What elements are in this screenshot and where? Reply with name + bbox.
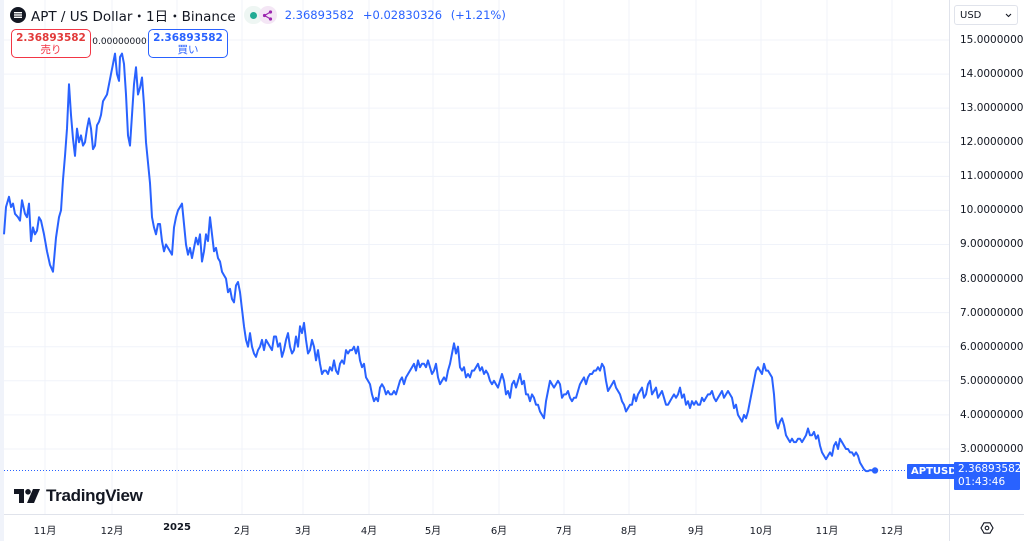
symbol-tag: APTUSD bbox=[907, 464, 961, 479]
price-chart-canvas[interactable] bbox=[0, 0, 949, 514]
time-tick-label: 4月 bbox=[360, 526, 378, 537]
price-tick-label: 9.00000000 bbox=[960, 238, 1024, 251]
price-tick-label: 6.00000000 bbox=[960, 340, 1024, 353]
time-tick-label: 11月 bbox=[815, 526, 839, 537]
time-tick-label: 5月 bbox=[424, 526, 442, 537]
aptos-logo-icon bbox=[10, 7, 26, 23]
price-axis[interactable]: 15.00000000 14.00000000 13.00000000 12.0000… bbox=[949, 0, 1024, 514]
left-border bbox=[0, 0, 4, 541]
price-tick-label: 5.00000000 bbox=[960, 374, 1024, 387]
market-open-dot-icon bbox=[249, 11, 257, 19]
symbol-title[interactable]: APT / US Dollar・1日・Binance bbox=[31, 9, 236, 25]
tradingview-logo[interactable]: TradingView bbox=[14, 486, 143, 506]
time-tick-label: 10月 bbox=[749, 526, 773, 537]
time-tick-label: 12月 bbox=[100, 526, 124, 537]
last-price-dot bbox=[871, 467, 879, 474]
spread-value: 0.00000000 bbox=[92, 37, 147, 47]
price-tick-label: 11.00000000 bbox=[960, 170, 1024, 183]
last-price-tag-value: 2.36893582 bbox=[958, 463, 1022, 475]
price-values: 2.36893582 +0.02830326 (+1.21%) bbox=[285, 8, 511, 22]
time-tick-label: 11月 bbox=[33, 526, 57, 537]
currency-selector[interactable]: USD bbox=[954, 5, 1018, 25]
symbol-legend: APT / US Dollar・1日・Binance 2.36893582 +0… bbox=[10, 5, 511, 25]
price-tick-label: 13.00000000 bbox=[960, 102, 1024, 115]
price-tick-label: 3.00000000 bbox=[960, 442, 1024, 455]
buy-price: 2.36893582 bbox=[153, 31, 223, 44]
price-tick-label: 4.00000000 bbox=[960, 408, 1024, 421]
price-tick-label: 8.00000000 bbox=[960, 272, 1024, 285]
buy-label: 買い bbox=[177, 43, 199, 56]
currency-label: USD bbox=[960, 9, 982, 21]
price-tick-label: 7.00000000 bbox=[960, 306, 1024, 319]
buy-button[interactable]: 2.36893582 買い bbox=[148, 29, 228, 58]
price-tick-label: 15.00000000 bbox=[960, 34, 1024, 46]
sell-button[interactable]: 2.36893582 売り bbox=[11, 29, 91, 58]
tradingview-logo-icon bbox=[14, 489, 40, 503]
time-tick-label: 3月 bbox=[294, 526, 312, 537]
time-tick-label: 8月 bbox=[620, 526, 638, 537]
sell-price: 2.36893582 bbox=[16, 31, 86, 44]
price-tick-label: 14.00000000 bbox=[960, 68, 1024, 81]
tradingview-logo-text: TradingView bbox=[46, 486, 143, 505]
time-tick-label: 2025 bbox=[163, 522, 191, 533]
settings-hexagon-icon bbox=[980, 522, 994, 534]
sell-label: 売り bbox=[40, 43, 62, 56]
share-icon[interactable] bbox=[258, 6, 277, 24]
chart-settings-button[interactable] bbox=[949, 514, 1024, 541]
time-tick-label: 12月 bbox=[880, 526, 904, 537]
time-tick-label: 9月 bbox=[687, 526, 705, 537]
last-price-value: 2.36893582 bbox=[284, 8, 355, 22]
time-tick-label: 7月 bbox=[555, 526, 573, 537]
last-price-tag: 2.36893582 01:43:46 bbox=[954, 462, 1022, 490]
price-tick-label: 12.00000000 bbox=[960, 136, 1024, 149]
trade-buttons: 2.36893582 売り 0.00000000 2.36893582 買い bbox=[11, 29, 228, 58]
time-tick-label: 6月 bbox=[490, 526, 508, 537]
bar-countdown: 01:43:46 bbox=[958, 476, 1006, 488]
price-change-value: +0.02830326 bbox=[362, 8, 443, 22]
time-axis[interactable]: 11月 12月 2025 2月 3月 4月 5月 6月 7月 8月 9月 10月 11月 12月 bbox=[4, 514, 949, 541]
market-status[interactable] bbox=[243, 6, 263, 24]
price-change-pct: (+1.21%) bbox=[450, 8, 506, 22]
price-tick-label: 10.00000000 bbox=[960, 204, 1024, 217]
price-series-line bbox=[3, 52, 873, 473]
chevron-down-icon bbox=[1005, 13, 1012, 17]
time-tick-label: 2月 bbox=[233, 526, 251, 537]
